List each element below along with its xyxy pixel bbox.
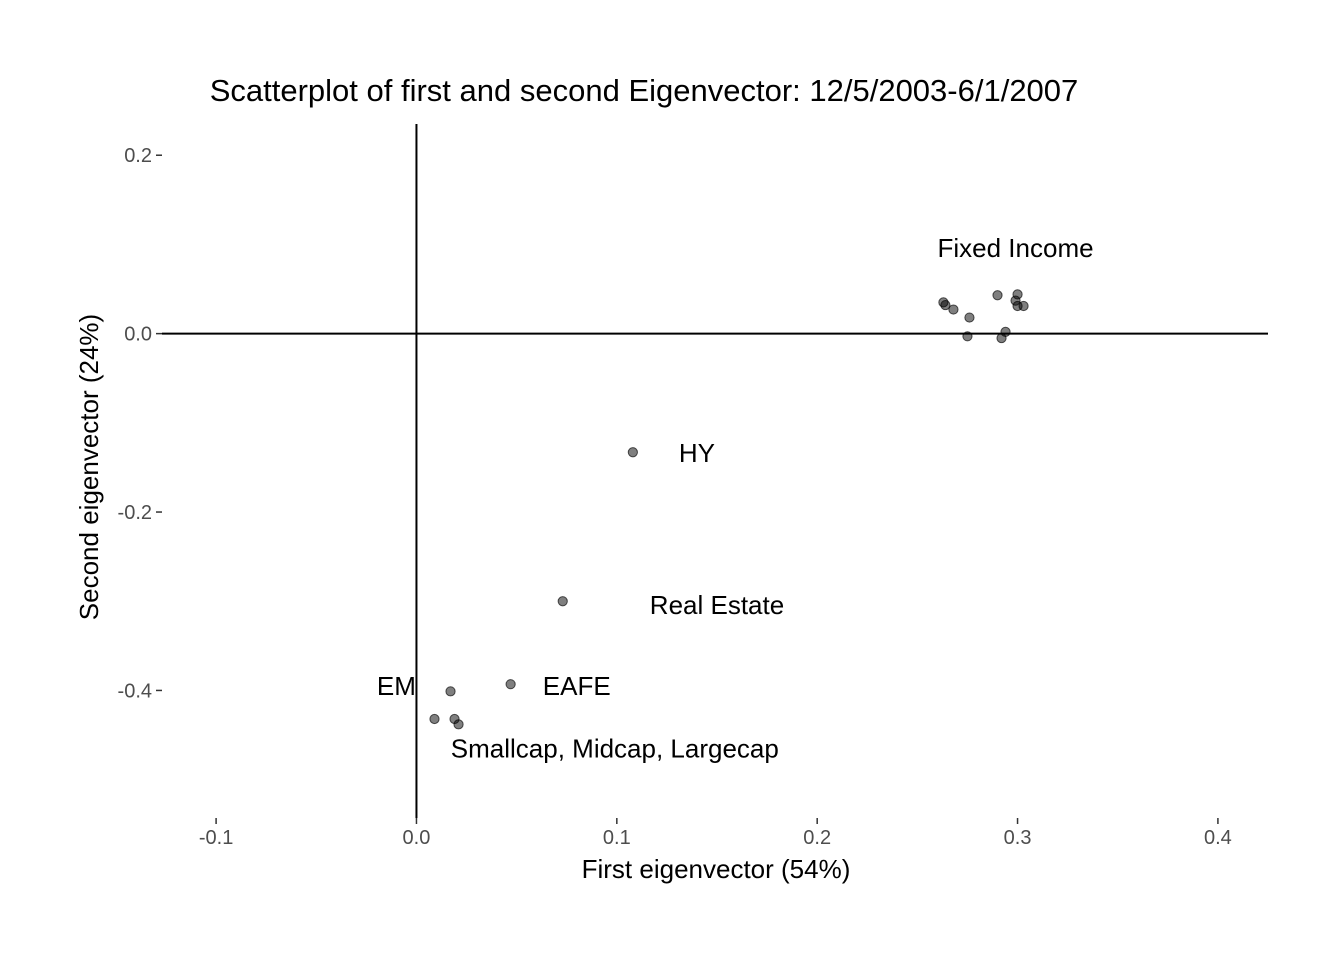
data-point (1018, 300, 1029, 312)
data-point (557, 596, 568, 607)
y-tick-label: -0.2 (118, 502, 152, 524)
data-point (627, 447, 638, 458)
data-point (453, 719, 464, 730)
x-tick-label: 0.0 (403, 827, 431, 849)
data-point (948, 304, 959, 315)
x-axis-title: First eigenvector (54%) (582, 854, 851, 884)
point-annotation: EM (377, 671, 416, 701)
chart-title: Scatterplot of first and second Eigenvec… (210, 73, 1079, 108)
point-annotation: Fixed Income (938, 233, 1094, 263)
x-tick-label: 0.1 (603, 827, 631, 849)
data-point (992, 290, 1003, 301)
x-tick-label: -0.1 (199, 827, 233, 849)
x-tick-label: 0.4 (1204, 827, 1232, 849)
data-point (429, 713, 440, 725)
data-point (940, 299, 951, 311)
data-point (962, 331, 973, 342)
axes (162, 124, 1268, 818)
data-point (1012, 289, 1023, 300)
x-tick-label: 0.3 (1004, 827, 1032, 849)
point-annotation: Real Estate (650, 590, 784, 620)
y-tick-label: -0.4 (118, 680, 152, 702)
y-tick-label: 0.2 (124, 145, 152, 167)
point-annotation: HY (679, 438, 715, 468)
data-point (964, 312, 975, 323)
point-annotations: Fixed Income HY Real Estate EAFE EM Smallcap,… (377, 233, 1094, 763)
y-tick-label: 0.0 (124, 324, 152, 346)
x-tick-label: 0.2 (803, 827, 831, 849)
y-axis-title: Second eigenvector (24%) (74, 314, 104, 620)
data-point (996, 332, 1007, 344)
point-annotation: EAFE (543, 671, 611, 701)
data-point (505, 679, 516, 690)
data-points (429, 289, 1029, 730)
tick-labels: -0.1 0.0 0.1 0.2 0.3 0.4 0.2 0.0 -0.2 -0.4 (118, 145, 1232, 849)
point-annotation: Smallcap, Midcap, Largecap (451, 733, 779, 763)
data-point (445, 686, 456, 697)
